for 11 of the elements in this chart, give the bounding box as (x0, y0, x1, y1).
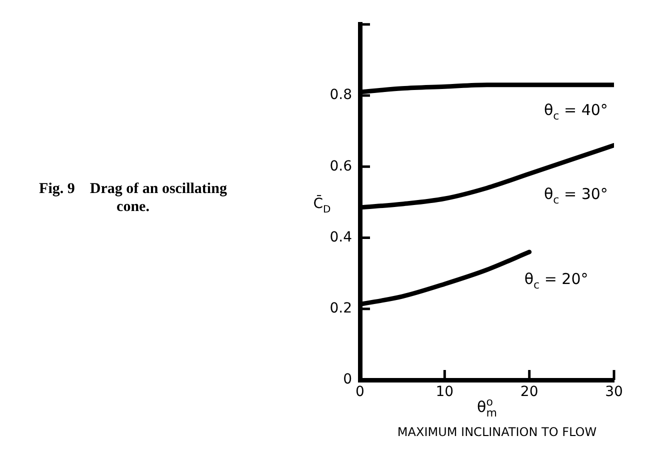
x-tick-label: 0 (356, 384, 364, 400)
x-tick-label: 10 (436, 384, 454, 400)
text: MAXIMUM INCLINATION TO FLOW (397, 425, 597, 439)
y-tick-label: 0.2 (330, 300, 352, 317)
y-tick-label: 0 (343, 372, 352, 388)
y-tick-label: 0.4 (330, 229, 352, 246)
y-tick-label: 0.6 (330, 158, 352, 174)
y-tick-label: 0.8 (330, 87, 352, 104)
x-tick-label: 30 (605, 384, 623, 400)
x-tick-label: 20 (520, 384, 538, 400)
text: Fig. 9 Drag of an oscillating cone. (38, 180, 228, 216)
